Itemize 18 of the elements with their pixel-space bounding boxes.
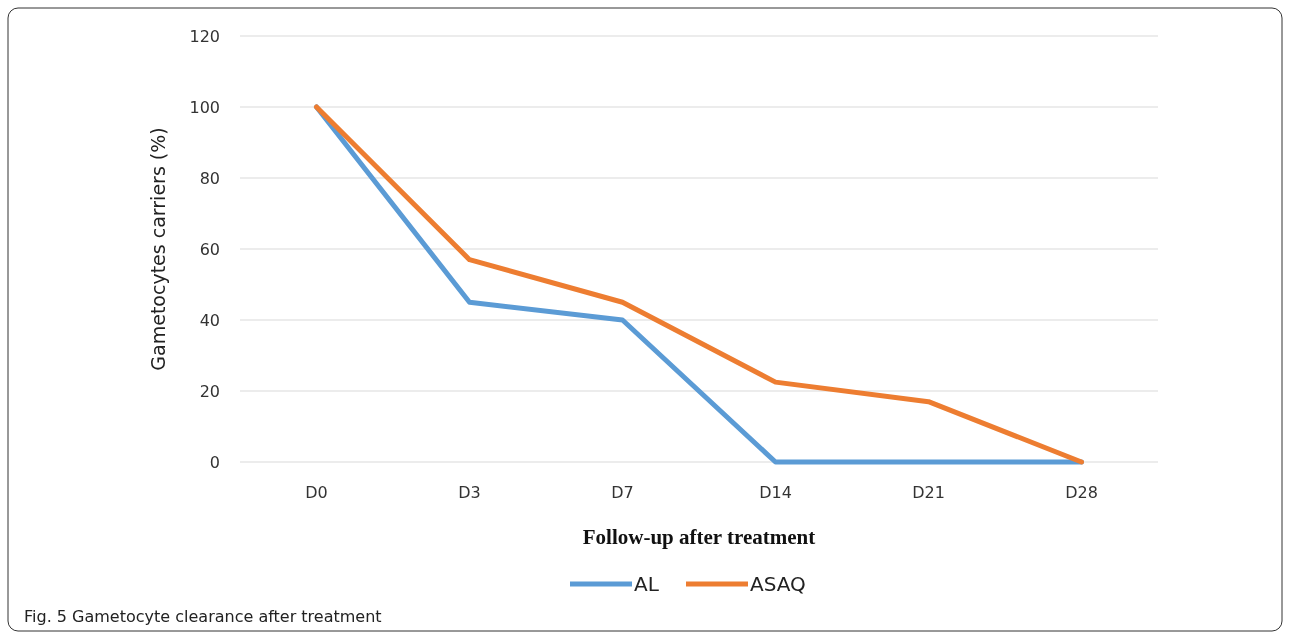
y-tick-label: 120 xyxy=(189,26,220,46)
y-tick-label: 0 xyxy=(209,452,220,472)
legend-label: AL xyxy=(634,572,660,596)
x-tick-label: D21 xyxy=(912,482,945,502)
x-tick-label: D3 xyxy=(458,482,481,502)
x-tick-label: D28 xyxy=(1065,482,1098,502)
x-tick-label: D0 xyxy=(305,482,328,502)
legend-label: ASAQ xyxy=(750,572,806,596)
x-tick-label: D7 xyxy=(611,482,634,502)
y-axis-title: Gametocytes carriers (%) xyxy=(146,127,169,371)
x-tick-label: D14 xyxy=(759,482,792,502)
y-tick-label: 80 xyxy=(199,168,220,188)
y-tick-label: 60 xyxy=(199,239,220,259)
y-tick-label: 20 xyxy=(199,381,220,401)
y-tick-label: 100 xyxy=(189,97,220,117)
y-tick-label: 40 xyxy=(199,310,220,330)
x-axis-title: Follow-up after treatment xyxy=(582,525,816,550)
caption: Fig. 5 Gametocyte clearance after treatment xyxy=(24,607,382,626)
